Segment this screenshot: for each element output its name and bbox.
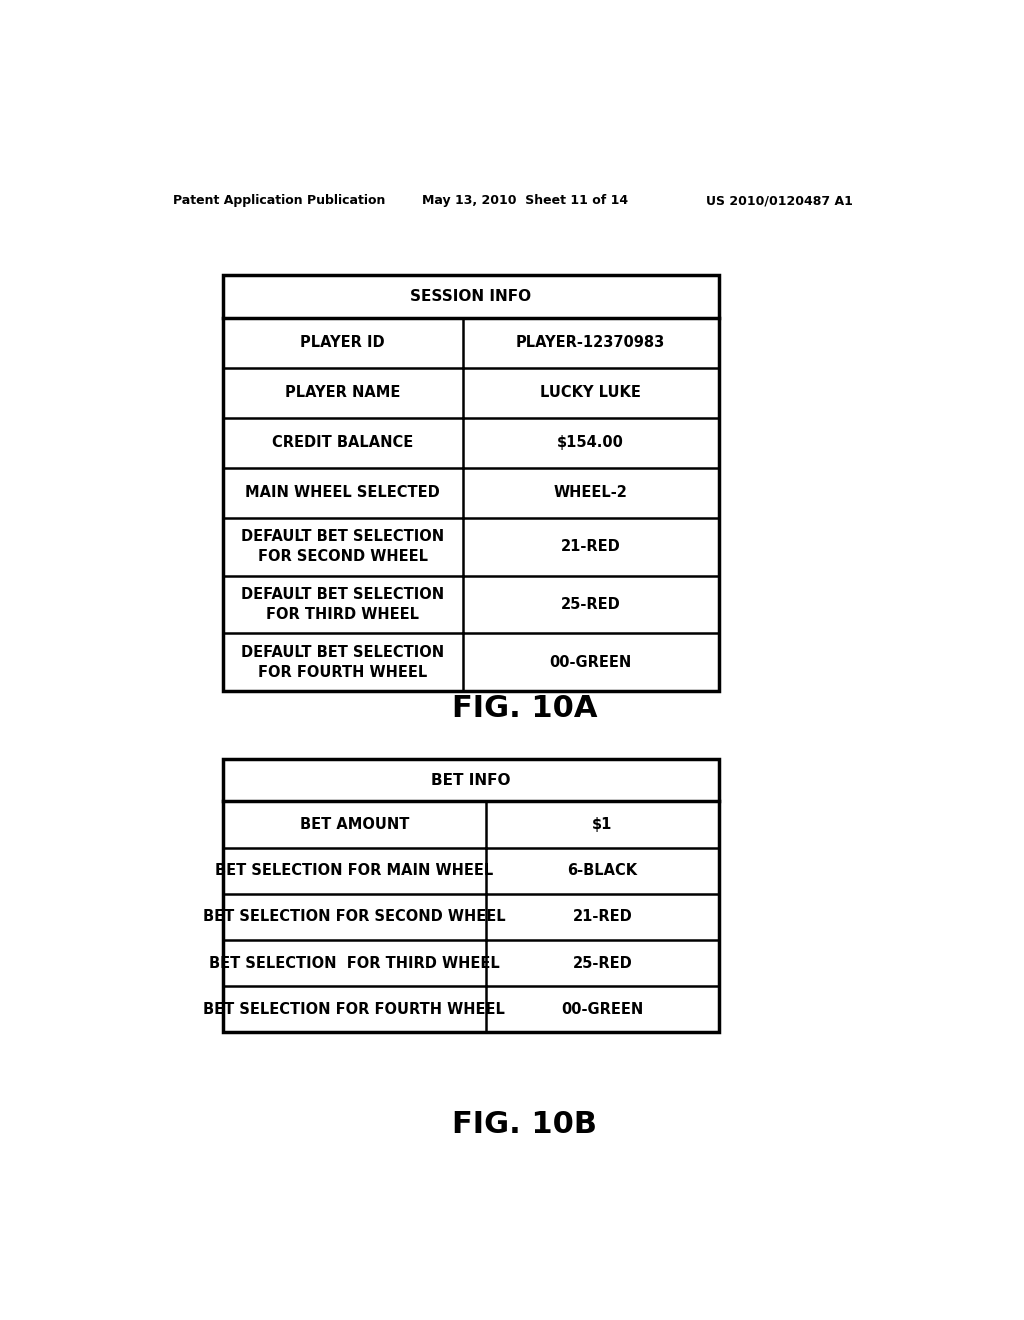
Text: $1: $1: [592, 817, 612, 832]
Text: CREDIT BALANCE: CREDIT BALANCE: [272, 436, 414, 450]
Text: BET SELECTION FOR SECOND WHEEL: BET SELECTION FOR SECOND WHEEL: [203, 909, 506, 924]
Text: US 2010/0120487 A1: US 2010/0120487 A1: [706, 194, 852, 207]
Text: BET AMOUNT: BET AMOUNT: [300, 817, 409, 832]
Text: DEFAULT BET SELECTION
FOR FOURTH WHEEL: DEFAULT BET SELECTION FOR FOURTH WHEEL: [241, 645, 444, 680]
Text: 21-RED: 21-RED: [561, 540, 621, 554]
Text: MAIN WHEEL SELECTED: MAIN WHEEL SELECTED: [246, 486, 440, 500]
Text: 21-RED: 21-RED: [572, 909, 632, 924]
Text: 00-GREEN: 00-GREEN: [561, 1002, 643, 1016]
Text: WHEEL-2: WHEEL-2: [554, 486, 628, 500]
Text: $154.00: $154.00: [557, 436, 624, 450]
Text: Patent Application Publication: Patent Application Publication: [173, 194, 385, 207]
Text: May 13, 2010  Sheet 11 of 14: May 13, 2010 Sheet 11 of 14: [422, 194, 628, 207]
Text: BET SELECTION FOR FOURTH WHEEL: BET SELECTION FOR FOURTH WHEEL: [204, 1002, 505, 1016]
Text: 25-RED: 25-RED: [561, 597, 621, 612]
Text: PLAYER-12370983: PLAYER-12370983: [516, 335, 666, 350]
Text: 6-BLACK: 6-BLACK: [567, 863, 637, 878]
Text: FIG. 10A: FIG. 10A: [452, 694, 598, 723]
Bar: [222, 759, 719, 1032]
Text: PLAYER ID: PLAYER ID: [300, 335, 385, 350]
Text: FIG. 10B: FIG. 10B: [453, 1110, 597, 1139]
Text: 25-RED: 25-RED: [572, 956, 632, 970]
Text: PLAYER NAME: PLAYER NAME: [285, 385, 400, 400]
Text: BET SELECTION  FOR THIRD WHEEL: BET SELECTION FOR THIRD WHEEL: [209, 956, 500, 970]
Text: LUCKY LUKE: LUCKY LUKE: [541, 385, 641, 400]
Text: DEFAULT BET SELECTION
FOR THIRD WHEEL: DEFAULT BET SELECTION FOR THIRD WHEEL: [241, 587, 444, 622]
Text: DEFAULT BET SELECTION
FOR SECOND WHEEL: DEFAULT BET SELECTION FOR SECOND WHEEL: [241, 529, 444, 564]
Text: SESSION INFO: SESSION INFO: [410, 289, 531, 304]
Text: BET SELECTION FOR MAIN WHEEL: BET SELECTION FOR MAIN WHEEL: [215, 863, 494, 878]
Text: 00-GREEN: 00-GREEN: [550, 655, 632, 669]
Bar: [222, 276, 719, 692]
Text: BET INFO: BET INFO: [431, 772, 510, 788]
